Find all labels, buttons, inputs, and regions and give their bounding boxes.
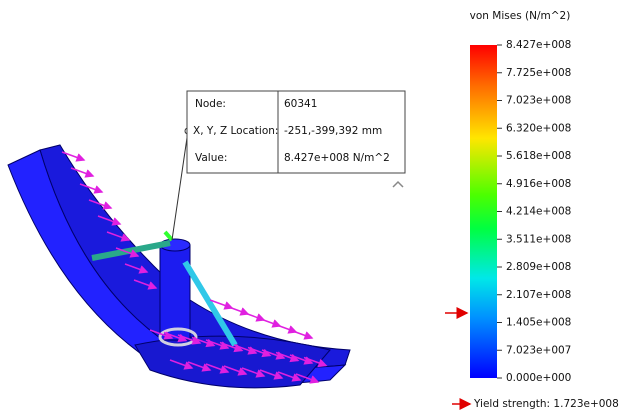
legend-label: 2.107e+008: [506, 289, 571, 301]
simulation-view: Node: 60341 X, Y, Z Location: -251,-399,…: [0, 0, 619, 417]
probe-key: Value:: [195, 152, 227, 164]
legend-label: 3.511e+008: [506, 233, 571, 245]
probe-key: Node:: [195, 98, 226, 110]
legend-label: 7.023e+008: [506, 95, 571, 107]
load-arrow: [290, 330, 312, 338]
probe-value: 60341: [284, 98, 317, 110]
legend-label: 6.320e+008: [506, 122, 571, 134]
legend-label: 8.427e+008: [506, 39, 571, 51]
probe-key: X, Y, Z Location:: [193, 125, 278, 137]
legend-label: 4.214e+008: [506, 206, 571, 218]
legend-title: von Mises (N/m^2): [470, 10, 571, 22]
legend-label: 7.023e+007: [506, 344, 571, 356]
legend-label: 1.405e+008: [506, 317, 571, 329]
collapse-caret[interactable]: [393, 182, 403, 187]
yield-strength: Yield strength: 1.723e+008: [473, 398, 619, 410]
legend-label: 5.618e+008: [506, 150, 571, 162]
legend-label: 4.916e+008: [506, 178, 571, 190]
probe-table: Node: 60341 X, Y, Z Location: -251,-399,…: [187, 91, 405, 173]
probe-value: -251,-399,392 mm: [284, 125, 382, 137]
legend-label: 0.000e+000: [506, 372, 571, 384]
probe-value: 8.427e+008 N/m^2: [284, 152, 390, 164]
color-bar: [470, 45, 497, 378]
legend-label: 7.725e+008: [506, 67, 571, 79]
legend-label: 2.809e+008: [506, 261, 571, 273]
